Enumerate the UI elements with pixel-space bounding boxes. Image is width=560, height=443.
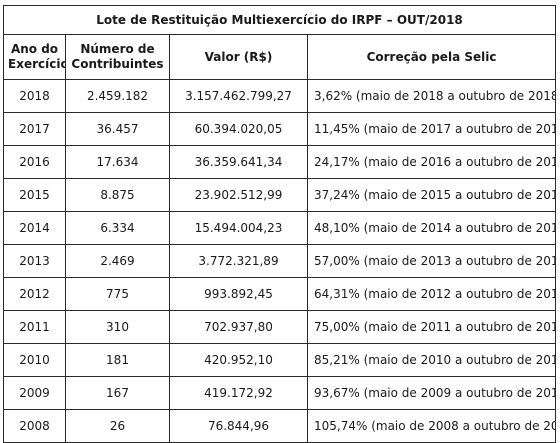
header-ano-line-1: Ano do	[10, 42, 59, 56]
table-row: 2016 17.634 36.359.641,34 24,17% (maio de 2…	[3, 145, 557, 179]
cell-ano: 2012	[3, 277, 66, 311]
cell-valor: 3.772.321,89	[169, 244, 308, 278]
cell-correcao: 11,45% (maio de 2017 a outubro de 2018)	[306, 112, 557, 146]
cell-numero: 181	[65, 343, 170, 377]
cell-valor: 15.494.004,23	[169, 211, 308, 245]
cell-ano: 2016	[3, 145, 66, 179]
header-row: Ano do Exercício Número de Contribuintes…	[3, 34, 557, 80]
table-row: 2012 775 993.892,45 64,31% (maio de 2012 a …	[3, 277, 557, 311]
table-title: Lote de Restituição Multiexercício do IR…	[2, 5, 557, 35]
cell-numero: 6.334	[65, 211, 170, 245]
cell-numero: 167	[65, 376, 170, 410]
cell-correcao: 85,21% (maio de 2010 a outubro de 2018)	[306, 343, 557, 377]
cell-ano: 2008	[3, 409, 66, 443]
header-correcao-selic: Correção pela Selic	[306, 34, 557, 80]
cell-numero: 26	[65, 409, 170, 443]
cell-valor: 702.937,80	[169, 310, 308, 344]
table-body: 2018 2.459.182 3.157.462.799,27 3,62% (maio…	[3, 79, 557, 443]
table-row: 2014 6.334 15.494.004,23 48,10% (maio de 20…	[3, 211, 557, 245]
cell-correcao: 24,17% (maio de 2016 a outubro de 2018)	[306, 145, 557, 179]
cell-ano: 2013	[3, 244, 66, 278]
cell-correcao: 93,67% (maio de 2009 a outubro de 2018)	[306, 376, 557, 410]
header-numero-contribuintes: Número de Contribuintes	[65, 34, 170, 80]
cell-ano: 2011	[3, 310, 66, 344]
cell-valor: 76.844,96	[169, 409, 308, 443]
cell-ano: 2014	[3, 211, 66, 245]
title-row: Lote de Restituição Multiexercício do IR…	[2, 5, 557, 35]
restituicao-table: Lote de Restituição Multiexercício do IR…	[2, 5, 557, 443]
table-row: 2010 181 420.952,10 85,21% (maio de 2010 a …	[3, 343, 557, 377]
cell-ano: 2009	[3, 376, 66, 410]
header-numero-line-1: Número de	[80, 42, 155, 56]
cell-ano: 2017	[3, 112, 66, 146]
header-ano-line-2: Exercício	[8, 57, 66, 71]
cell-valor: 3.157.462.799,27	[169, 79, 308, 113]
cell-numero: 17.634	[65, 145, 170, 179]
cell-numero: 310	[65, 310, 170, 344]
cell-valor: 60.394.020,05	[169, 112, 308, 146]
table-row: 2013 2.469 3.772.321,89 57,00% (maio de 201…	[3, 244, 557, 278]
header-numero-line-2: Contribuintes	[71, 57, 164, 71]
cell-correcao: 3,62% (maio de 2018 a outubro de 2018)	[306, 79, 557, 113]
cell-correcao: 57,00% (maio de 2013 a outubro de 2018)	[306, 244, 557, 278]
cell-numero: 36.457	[65, 112, 170, 146]
cell-numero: 2.459.182	[65, 79, 170, 113]
cell-correcao: 48,10% (maio de 2014 a outubro de 2018)	[306, 211, 557, 245]
header-valor: Valor (R$)	[169, 34, 308, 80]
cell-valor: 419.172,92	[169, 376, 308, 410]
table-row: 2015 8.875 23.902.512,99 37,24% (maio de 20…	[3, 178, 557, 212]
cell-numero: 8.875	[65, 178, 170, 212]
cell-valor: 993.892,45	[169, 277, 308, 311]
cell-valor: 23.902.512,99	[169, 178, 308, 212]
table-row: 2008 26 76.844,96 105,74% (maio de 2008 a o…	[3, 409, 557, 443]
header-ano-exercicio: Ano do Exercício	[3, 34, 66, 80]
table-row: 2011 310 702.937,80 75,00% (maio de 2011 a …	[3, 310, 557, 344]
cell-correcao: 105,74% (maio de 2008 a outubro de 2018)	[306, 409, 557, 443]
cell-ano: 2010	[3, 343, 66, 377]
cell-correcao: 75,00% (maio de 2011 a outubro de 2018)	[306, 310, 557, 344]
cell-correcao: 37,24% (maio de 2015 a outubro de 2018)	[306, 178, 557, 212]
cell-ano: 2018	[3, 79, 66, 113]
cell-valor: 36.359.641,34	[169, 145, 308, 179]
cell-ano: 2015	[3, 178, 66, 212]
cell-correcao: 64,31% (maio de 2012 a outubro de 2018)	[306, 277, 557, 311]
cell-valor: 420.952,10	[169, 343, 308, 377]
table-row: 2009 167 419.172,92 93,67% (maio de 2009 a …	[3, 376, 557, 410]
table-row: 2018 2.459.182 3.157.462.799,27 3,62% (maio…	[3, 79, 557, 113]
cell-numero: 2.469	[65, 244, 170, 278]
cell-numero: 775	[65, 277, 170, 311]
table-row: 2017 36.457 60.394.020,05 11,45% (maio de 2…	[3, 112, 557, 146]
